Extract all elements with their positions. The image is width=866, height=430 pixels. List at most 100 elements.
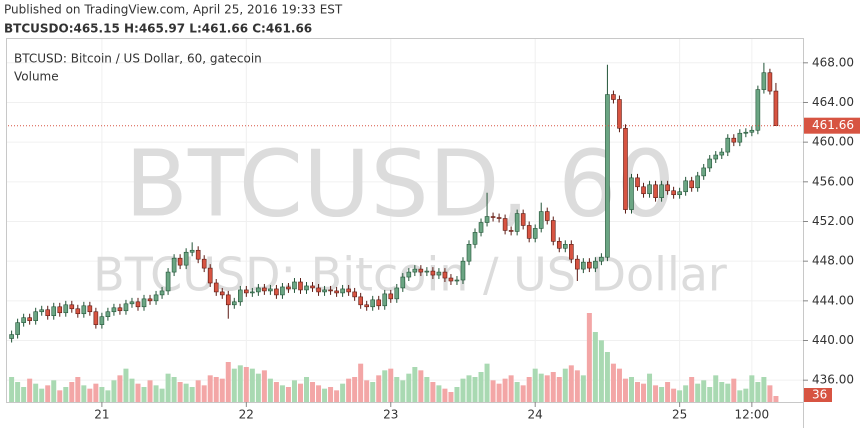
volume-bar [213, 377, 219, 402]
volume-bar [21, 387, 27, 402]
volume-bar [532, 368, 538, 402]
volume-bar [219, 378, 225, 402]
y-tick-label: 436.00 [812, 373, 854, 387]
candle-body [45, 309, 51, 317]
volume-tag [804, 388, 832, 402]
volume-bar [647, 373, 653, 402]
candle-body [767, 72, 773, 92]
candle-body [171, 257, 177, 273]
volume-bar [460, 378, 466, 402]
candle-body [268, 288, 273, 292]
published: Published on TradingView.com, April 25, … [4, 3, 343, 17]
candle-body [683, 180, 688, 193]
candle-body [183, 251, 189, 266]
volume-bar [171, 377, 177, 402]
candles [9, 62, 779, 343]
candle-body [647, 184, 652, 195]
candle-body [761, 72, 767, 90]
candle-body [9, 334, 14, 339]
candle-body [135, 301, 141, 308]
candle-body [334, 290, 339, 294]
candle-body [39, 309, 45, 313]
candle-body [737, 132, 743, 143]
volume-bar [502, 378, 508, 402]
volume-bar [478, 372, 484, 402]
volume-bar [177, 382, 183, 402]
candle-body [496, 217, 502, 219]
volume-bar [310, 382, 316, 402]
candle-body [250, 291, 255, 294]
candle-body [99, 316, 105, 325]
candle-body [219, 291, 225, 296]
volume-bar [291, 380, 297, 402]
volume-bar [671, 388, 677, 402]
volume-bar [610, 363, 616, 402]
volume-bar [755, 382, 761, 402]
volume-bar [261, 370, 267, 402]
volume-bar [665, 382, 671, 402]
candle-body [81, 305, 87, 315]
volume-bar [737, 390, 743, 402]
volume-bar [514, 382, 520, 402]
candle-body [63, 304, 69, 314]
volume-bar [237, 365, 243, 402]
volume-bar [316, 385, 322, 402]
volume-bar [604, 352, 610, 402]
x-tick-label: 22 [239, 408, 254, 422]
candle-body [370, 299, 376, 308]
volume-bar [129, 378, 135, 402]
volume-bar [616, 368, 622, 402]
volume-bar [147, 380, 153, 402]
volume-tag-label: 36 [812, 388, 827, 402]
volume-bar [701, 380, 707, 402]
volume-bar [51, 380, 57, 402]
volume-bar [81, 385, 87, 402]
volume-bar [719, 382, 725, 402]
candle-body [526, 225, 532, 239]
candle-body [225, 294, 231, 306]
volume-bar [99, 387, 105, 402]
candle-body [201, 258, 207, 269]
volume-bar [562, 368, 568, 402]
candle-body [514, 213, 520, 232]
x-tick-label: 12:00 [735, 408, 770, 422]
volume-bar [400, 380, 406, 402]
candle-body [677, 191, 682, 196]
volume-bar [358, 363, 364, 402]
candle-body [575, 258, 580, 270]
candle-body [280, 286, 285, 296]
candle-body [520, 213, 526, 226]
volume-bar [689, 377, 695, 402]
candle-body [340, 288, 345, 294]
volume-bar [15, 382, 21, 402]
candle-body [538, 211, 544, 229]
volume-bar [659, 387, 665, 402]
volume-bar [273, 382, 279, 402]
volume-bar [749, 375, 755, 402]
candle-body [105, 311, 111, 318]
candle-body [129, 301, 135, 305]
volume-bar [231, 368, 237, 402]
candle-body [141, 298, 147, 308]
x-tick-label: 23 [383, 408, 398, 422]
volume-bar [695, 383, 701, 402]
volume-bar [418, 370, 424, 402]
candle-body [394, 287, 400, 300]
candle-body [556, 241, 562, 249]
candle-body [593, 260, 598, 269]
volume-bar [538, 373, 544, 402]
candle-body [659, 184, 664, 198]
candle-body [653, 184, 658, 198]
volume-bar [105, 390, 111, 402]
volume-bar [39, 388, 45, 402]
candle-body [262, 287, 267, 292]
volume-bar [725, 383, 731, 402]
volume-bar [496, 383, 502, 402]
volume-bar [285, 387, 291, 402]
candle-body [755, 89, 761, 131]
volume-bar [255, 373, 261, 402]
volume-bar [87, 388, 93, 402]
volume-bar [159, 388, 165, 402]
candle-body [286, 286, 291, 290]
